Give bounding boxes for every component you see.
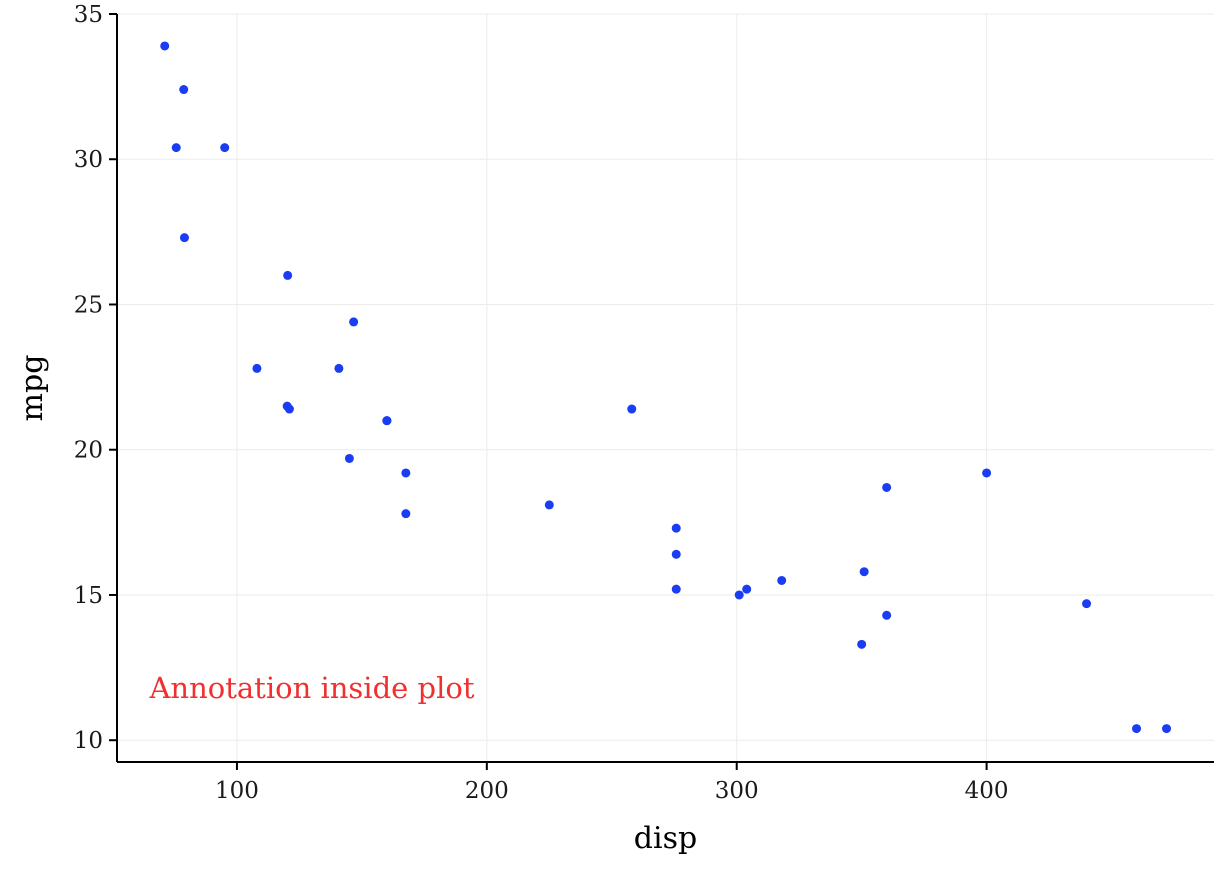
x-axis-title: disp [634, 821, 697, 856]
x-tick-label: 200 [465, 778, 509, 804]
scatter-point [882, 482, 892, 492]
plot-annotation: Annotation inside plot [148, 671, 474, 705]
scatter-point [882, 610, 892, 620]
scatter-point [859, 567, 869, 577]
scatter-point [283, 270, 293, 280]
scatter-point [1132, 724, 1142, 734]
scatter-point [734, 590, 744, 600]
scatter-point [671, 549, 681, 559]
x-tick-label: 100 [215, 778, 259, 804]
scatter-point [382, 416, 392, 426]
scatter-point [627, 404, 637, 414]
ticks-layer: 100 200 300 400 10 15 20 25 30 35 [74, 2, 1009, 804]
y-tick-label: 15 [74, 583, 103, 609]
y-tick-label: 30 [74, 147, 103, 173]
points-layer [160, 41, 1172, 734]
axes-layer [116, 14, 1214, 763]
scatter-point [179, 233, 189, 243]
scatter-point [349, 317, 359, 327]
y-tick-label: 20 [74, 438, 103, 464]
scatter-point [401, 509, 411, 519]
scatter-point [544, 500, 554, 510]
scatter-point [742, 584, 752, 594]
scatter-point [252, 363, 262, 373]
scatter-point [777, 575, 787, 585]
scatter-point [171, 143, 181, 153]
scatter-point [334, 363, 344, 373]
scatter-point [401, 468, 411, 478]
y-axis-title: mpg [15, 355, 50, 422]
x-tick-label: 400 [965, 778, 1009, 804]
y-tick-label: 10 [74, 728, 103, 754]
scatter-point [160, 41, 170, 51]
scatter-point [982, 468, 992, 478]
y-tick-label: 25 [74, 292, 103, 318]
scatter-point [344, 453, 354, 463]
scatter-point [179, 85, 189, 95]
scatter-point [284, 404, 294, 414]
scatter-point [671, 584, 681, 594]
scatter-point [857, 639, 867, 649]
scatter-point [671, 523, 681, 533]
scatter-point [220, 143, 230, 153]
scatter-point [1162, 724, 1172, 734]
scatter-point [1082, 599, 1092, 609]
grid-layer [117, 13, 1214, 762]
x-tick-label: 300 [715, 778, 759, 804]
y-tick-label: 35 [74, 2, 103, 28]
